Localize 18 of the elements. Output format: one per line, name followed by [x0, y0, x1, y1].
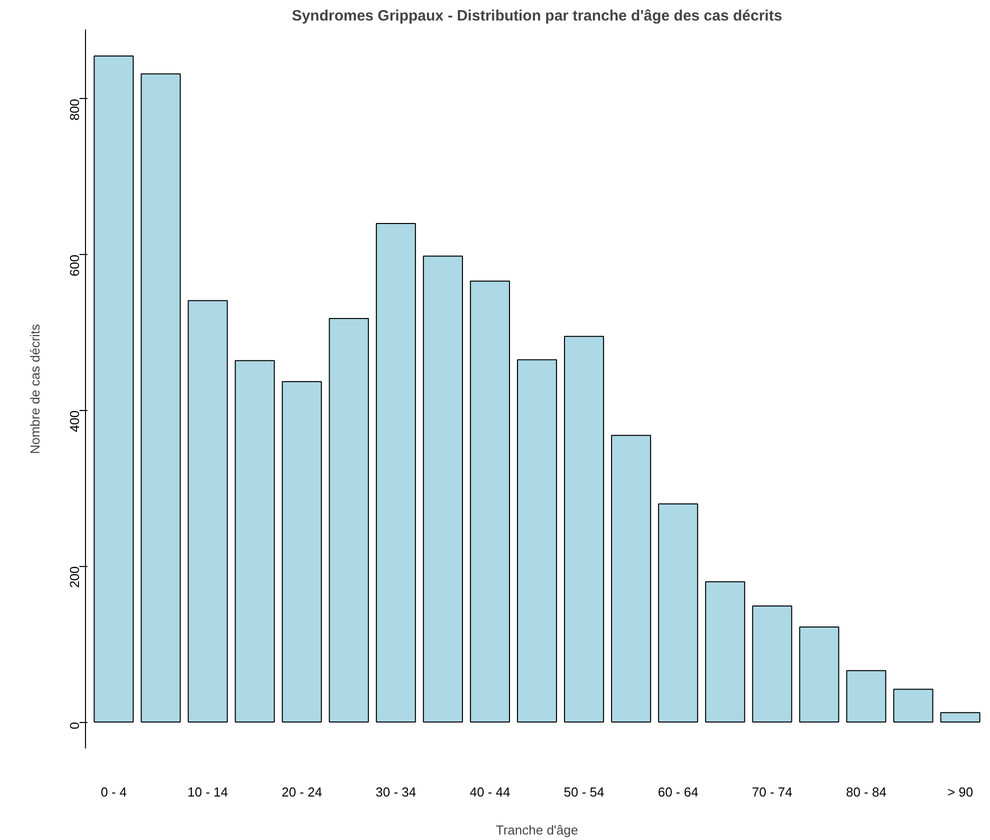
y-tick-label: 200: [67, 566, 82, 588]
x-tick-label: > 90: [947, 784, 974, 800]
x-tick-label: 70 - 74: [752, 784, 792, 800]
y-tick-label: 600: [67, 254, 82, 276]
x-tick-label: 60 - 64: [658, 784, 698, 800]
chart-title: Syndromes Grippaux - Distribution par tranche d'âge des cas décrits: [292, 8, 782, 24]
x-axis-title: Tranche d'âge: [496, 822, 578, 838]
y-tick-label: 800: [67, 98, 82, 121]
x-tick-label: 30 - 34: [376, 784, 416, 800]
x-tick-label: 0 - 4: [100, 784, 127, 800]
x-tick-label: 80 - 84: [846, 784, 886, 800]
x-tick-label: 10 - 14: [188, 784, 228, 800]
y-tick-label: 400: [67, 410, 82, 432]
x-tick-label: 20 - 24: [282, 784, 322, 800]
y-axis-title: Nombre de cas décrits: [28, 323, 42, 454]
x-tick-label: 40 - 44: [470, 784, 510, 800]
y-tick-label: 0: [67, 722, 82, 730]
x-tick-label: 50 - 54: [564, 784, 604, 800]
